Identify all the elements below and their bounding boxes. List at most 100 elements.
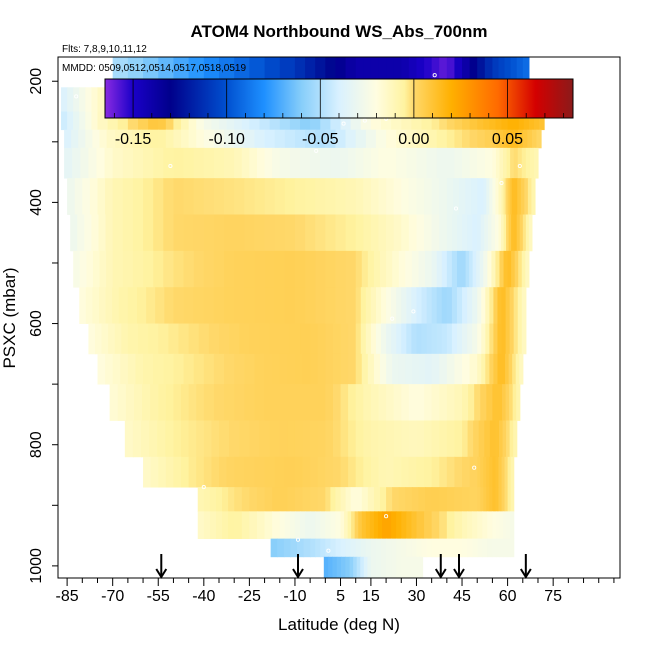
heatmap-cell-14 — [439, 487, 448, 512]
heatmap-cell-8 — [203, 287, 215, 324]
heatmap-cell-8 — [446, 287, 453, 324]
heatmap-cell-10 — [120, 353, 129, 385]
heatmap-cell-17 — [360, 556, 365, 579]
heatmap-cell-3 — [203, 129, 215, 149]
heatmap-cell-3 — [426, 129, 438, 149]
heatmap-cell-11 — [234, 384, 245, 421]
heatmap-cell-4 — [436, 147, 448, 179]
heatmap-cell-14 — [241, 487, 250, 512]
heatmap-cell-4 — [153, 147, 164, 179]
heatmap-cell-3 — [305, 129, 316, 149]
heatmap-cell-5 — [132, 178, 144, 215]
heatmap-cell-5 — [105, 178, 114, 215]
heatmap-cell-8 — [92, 287, 100, 324]
heatmap-cell-4 — [289, 147, 301, 179]
heatmap-cell-13 — [181, 456, 190, 488]
heatmap-cell-9 — [360, 323, 367, 355]
heatmap-cell-4 — [499, 147, 504, 179]
heatmap-cell-2 — [127, 111, 139, 131]
heatmap-cell-6 — [498, 214, 502, 252]
heatmap-cell-3 — [484, 129, 494, 149]
heatmap-cell-4 — [80, 147, 89, 179]
sample-marker — [472, 465, 477, 470]
heatmap-cell-9 — [148, 323, 159, 355]
heatmap-cell-8 — [360, 287, 367, 324]
heatmap-cell-0 — [510, 57, 518, 88]
x-tick-label: 75 — [544, 588, 562, 605]
heatmap-cell-11 — [454, 384, 463, 421]
heatmap-cell-5 — [244, 178, 256, 215]
heatmap-cell-10 — [272, 353, 281, 385]
heatmap-cell-4 — [378, 147, 387, 179]
heatmap-cell-14 — [355, 487, 363, 512]
heatmap-cell-0 — [335, 57, 347, 88]
heatmap-cell-7 — [153, 250, 164, 288]
heatmap-cell-8 — [509, 287, 515, 324]
heatmap-cell-10 — [332, 353, 342, 385]
heatmap-cell-16 — [296, 538, 305, 558]
heatmap-cell-5 — [517, 178, 522, 215]
heatmap-cell-9 — [229, 323, 240, 355]
heatmap-cell-8 — [244, 287, 256, 324]
heatmap-cell-13 — [340, 456, 349, 488]
heatmap-cell-3 — [158, 129, 167, 149]
heatmap-cell-17 — [391, 556, 397, 579]
heatmap-cell-14 — [392, 487, 400, 512]
heatmap-cell-13 — [173, 456, 182, 488]
heatmap-cell-11 — [416, 384, 425, 421]
heatmap-cell-3 — [294, 129, 306, 149]
heatmap-cell-3 — [196, 129, 205, 149]
heatmap-cell-13 — [143, 456, 152, 488]
heatmap-cell-12 — [473, 420, 480, 458]
heatmap-cell-3 — [315, 129, 326, 149]
heatmap-cell-4 — [462, 147, 471, 179]
heatmap-cell-4 — [370, 147, 380, 179]
heatmap-cell-12 — [489, 420, 497, 458]
heatmap-cell-16 — [315, 538, 321, 558]
heatmap-cell-15 — [369, 511, 375, 540]
heatmap-cell-2 — [85, 111, 93, 131]
x-tick-label: 30 — [408, 588, 426, 605]
heatmap-cell-7 — [355, 250, 363, 288]
heatmap-cell-2 — [454, 111, 463, 131]
heatmap-cell-4 — [122, 147, 134, 179]
heatmap-cell-13 — [332, 456, 342, 488]
heatmap-cell-15 — [294, 511, 301, 540]
heatmap-cell-0 — [325, 57, 337, 88]
heatmap-cell-10 — [287, 353, 296, 385]
heatmap-cell-11 — [244, 384, 256, 421]
heatmap-cell-6 — [363, 214, 372, 252]
heatmap-cell-7 — [525, 250, 530, 288]
heatmap-cell-6 — [491, 214, 496, 252]
heatmap-cell-2 — [533, 111, 540, 131]
heatmap-cell-5 — [513, 178, 518, 215]
heatmap-cell-13 — [219, 456, 228, 488]
heatmap-cell-5 — [505, 178, 509, 215]
heatmap-cell-9 — [436, 323, 443, 355]
heatmap-cell-10 — [302, 353, 311, 385]
heatmap-cell-2 — [241, 111, 250, 131]
heatmap-cell-2 — [158, 111, 167, 131]
heatmap-cell-4 — [173, 147, 185, 179]
heatmap-cell-10 — [481, 353, 486, 385]
heatmap-cell-16 — [320, 538, 326, 558]
heatmap-cell-4 — [533, 147, 539, 179]
heatmap-cell-2 — [310, 111, 321, 131]
heatmap-cell-10 — [234, 353, 245, 385]
heatmap-cell-9 — [401, 323, 407, 355]
heatmap-cell-10 — [310, 353, 319, 385]
heatmap-cell-10 — [244, 353, 256, 385]
heatmap-cell-0 — [516, 57, 524, 88]
heatmap-cell-1 — [91, 87, 99, 112]
heatmap-cell-12 — [269, 420, 281, 458]
heatmap-cell-12 — [294, 420, 304, 458]
heatmap-cell-6 — [501, 214, 505, 252]
heatmap-cell-12 — [424, 420, 433, 458]
heatmap-cell-8 — [370, 287, 377, 324]
heatmap-cell-12 — [132, 420, 142, 458]
heatmap-cell-12 — [363, 420, 372, 458]
heatmap-cell-12 — [378, 420, 387, 458]
heatmap-cell-13 — [492, 456, 497, 488]
heatmap-cell-5 — [122, 178, 134, 215]
heatmap-cell-6 — [193, 214, 205, 252]
